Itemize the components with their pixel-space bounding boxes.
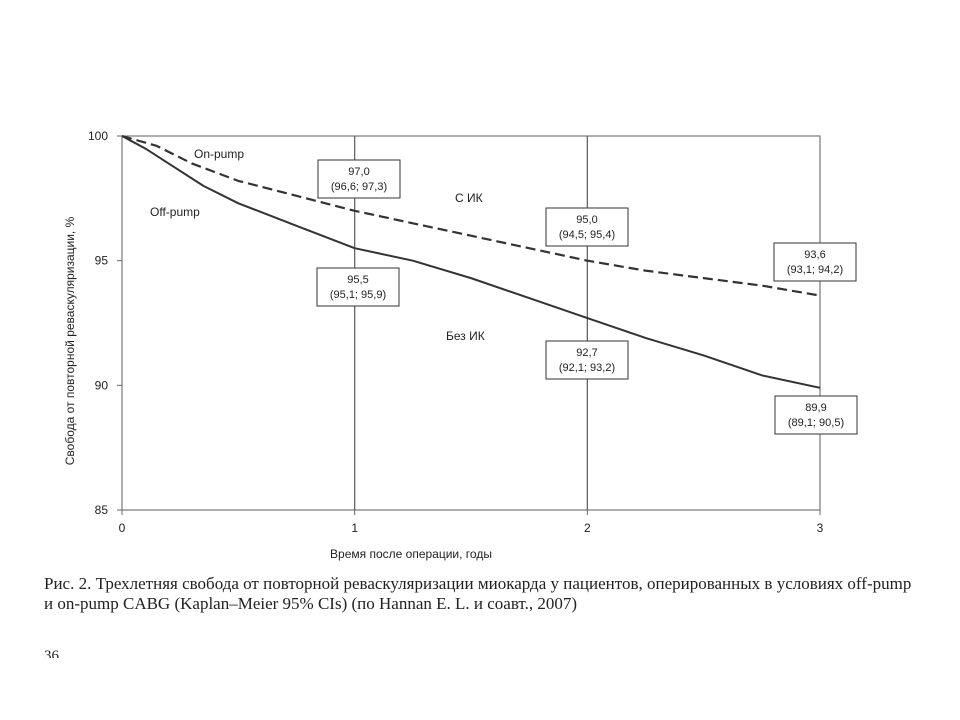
annotation-value: 95,5	[347, 274, 368, 286]
plot-border	[121, 135, 821, 511]
annotation-frame	[774, 395, 858, 435]
annotation-frame	[317, 159, 401, 199]
x-axis-label: Время после операции, годы	[330, 547, 492, 561]
x-tick-label-0: 0	[119, 521, 126, 535]
annotation-box: 89,9 (89,1; 90,5)	[774, 395, 858, 435]
annotation-box: 93,6 (93,1; 94,2)	[773, 242, 857, 282]
x-tick-label-2: 2	[584, 521, 591, 535]
annotation-box: 92,7 (92,1; 93,2)	[545, 340, 629, 380]
series-label-on-pump: С ИК	[455, 191, 483, 205]
page-number: 36	[44, 648, 59, 658]
annotation-box: 95,0 (94,5; 95,4)	[545, 207, 629, 247]
y-tick-label-85: 85	[95, 503, 109, 517]
plot-frame	[121, 135, 821, 511]
series-label-off-pump: Без ИК	[446, 329, 485, 343]
annotation-ci: (92,1; 93,2)	[559, 362, 615, 374]
annotation-ci: (95,1; 95,9)	[330, 289, 386, 301]
series-name-off-pump: Off-pump	[150, 205, 200, 219]
annotation-ci: (94,5; 95,4)	[559, 229, 615, 241]
annotation-box: 95,5 (95,1; 95,9)	[316, 267, 400, 307]
series-line-off-pump	[121, 135, 821, 389]
annotation-frame	[545, 340, 629, 380]
x-tick-label-1: 1	[351, 521, 358, 535]
figure-caption: Рис. 2. Трехлетняя свобода от повторной …	[44, 574, 912, 613]
annotation-value: 97,0	[348, 166, 369, 178]
annotation-value: 92,7	[576, 347, 597, 359]
annotation-frame	[316, 267, 400, 307]
annotation-ci: (93,1; 94,2)	[787, 264, 843, 276]
annotation-ci: (96,6; 97,3)	[331, 181, 387, 193]
labels-layer: Время после операции, годы Свобода от пов…	[63, 147, 492, 561]
y-tick-label-100: 100	[88, 129, 108, 143]
series-layer	[121, 134, 821, 389]
annotation-frame	[773, 242, 857, 282]
annotation-ci: (89,1; 90,5)	[788, 417, 844, 429]
series-name-on-pump: On-pump	[194, 147, 244, 161]
annotations-layer: 97,0 (96,6; 97,3) 95,0 (94,5; 95,4) 93,6 (93,…	[316, 159, 858, 435]
annotation-frame	[545, 207, 629, 247]
y-tick-label-95: 95	[95, 254, 109, 268]
series-line-on-pump	[121, 134, 821, 297]
annotation-value: 93,6	[804, 249, 825, 261]
y-tick-label-90: 90	[95, 378, 109, 392]
ticks-layer: 0 1 2 3 85 90 95 100	[88, 129, 824, 535]
annotation-value: 89,9	[805, 402, 826, 414]
annotation-value: 95,0	[576, 214, 597, 226]
x-tick-label-3: 3	[817, 521, 824, 535]
annotation-box: 97,0 (96,6; 97,3)	[317, 159, 401, 199]
y-axis-label: Свобода от повторной реваскуляризации, %	[63, 216, 77, 465]
